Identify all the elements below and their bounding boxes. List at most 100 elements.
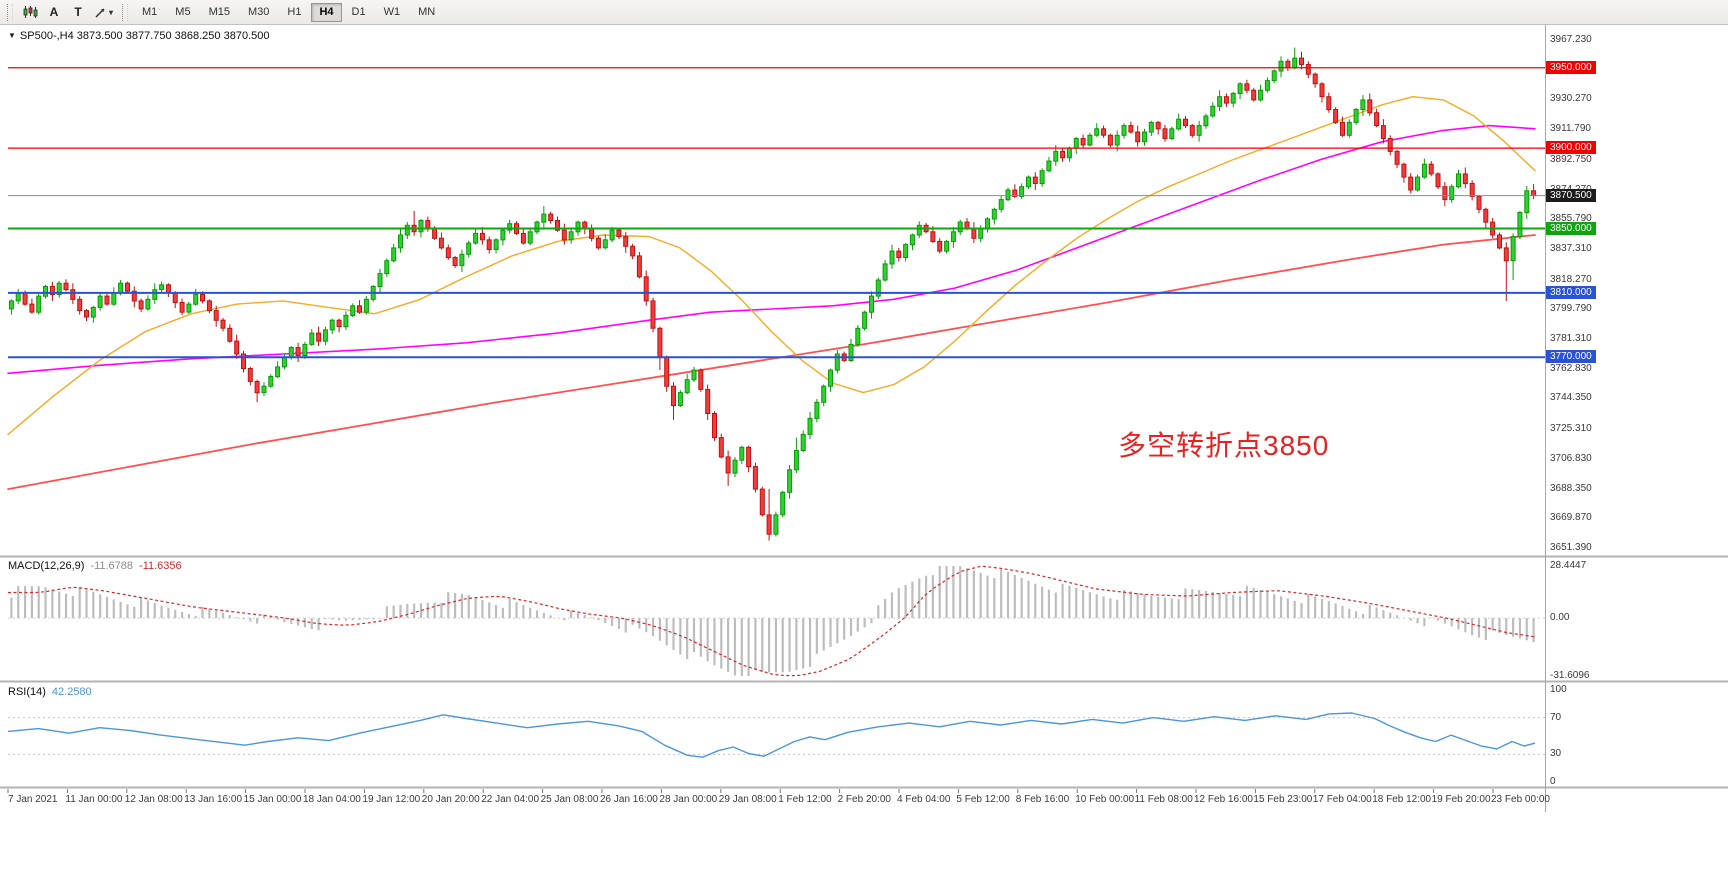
- toolbar-grip[interactable]: [122, 3, 129, 21]
- time-axis-label: 12 Feb 16:00: [1194, 794, 1253, 805]
- price-level-badge: 3850.000: [1546, 221, 1596, 235]
- candle: [650, 300, 656, 329]
- rsi-scale-label: 0: [1550, 776, 1556, 787]
- candle: [602, 239, 608, 249]
- symbol-collapse-icon[interactable]: ▼: [8, 31, 16, 40]
- candle: [43, 286, 48, 297]
- candle: [1026, 176, 1031, 188]
- candle: [398, 234, 403, 249]
- candle: [896, 250, 902, 259]
- candle: [268, 376, 274, 387]
- candle: [1421, 163, 1427, 178]
- candle: [698, 369, 704, 390]
- candle: [1189, 125, 1195, 136]
- candle: [507, 223, 513, 231]
- macd-scale-label: -31.6096: [1550, 670, 1590, 681]
- candle: [828, 369, 833, 387]
- candle: [1114, 134, 1120, 146]
- timeframe-M15[interactable]: M15: [201, 3, 238, 22]
- candle: [616, 229, 622, 238]
- candle: [438, 237, 444, 249]
- time-axis-label: 7 Jan 2021: [8, 794, 58, 805]
- ma-slow-red[interactable]: [7, 234, 1536, 491]
- price-levels-layer: [8, 67, 1545, 359]
- candle: [555, 220, 560, 231]
- time-axis-label: 18 Feb 12:00: [1372, 794, 1432, 805]
- chart-annotation[interactable]: 多空转折点3850: [1118, 430, 1330, 461]
- candle: [903, 244, 909, 259]
- time-axis-label: 10 Feb 00:00: [1075, 794, 1135, 805]
- chart-tools-group: A T ▾: [18, 2, 117, 22]
- candle: [118, 282, 124, 294]
- candle: [206, 300, 212, 312]
- candle: [63, 282, 69, 291]
- candle: [90, 306, 96, 318]
- toolbar-grip[interactable]: [7, 3, 13, 21]
- candle: [875, 279, 881, 297]
- candle: [131, 290, 137, 302]
- macd-indicator-label: MACD(12,26,9) -11.6788 -11.6356: [8, 560, 188, 572]
- candle: [322, 329, 328, 342]
- candle: [8, 300, 14, 310]
- timeframe-MN[interactable]: MN: [410, 3, 443, 22]
- candle: [1148, 121, 1154, 133]
- candle: [1394, 150, 1400, 165]
- candle: [589, 228, 595, 239]
- candle: [295, 347, 301, 357]
- candle: [1066, 147, 1072, 159]
- timeframe-W1[interactable]: W1: [376, 3, 409, 22]
- candle: [452, 257, 458, 266]
- macd-scale-label: 0.00: [1550, 612, 1570, 624]
- candle: [814, 401, 820, 419]
- text-cursor-tool-button[interactable]: T: [66, 2, 90, 22]
- timeframe-H4[interactable]: H4: [311, 2, 342, 22]
- time-axis-label: 11 Jan 00:00: [65, 794, 123, 805]
- candle: [418, 220, 424, 233]
- candle: [725, 456, 731, 474]
- price-axis-label: 3818.270: [1550, 273, 1592, 285]
- candle: [302, 343, 308, 357]
- candle: [534, 221, 540, 233]
- time-axis-label: 23 Feb 00:00: [1491, 794, 1550, 805]
- rsi-layer: [7, 712, 1545, 758]
- timeframe-M30[interactable]: M30: [240, 3, 277, 22]
- candle: [1230, 92, 1236, 104]
- text-label-tool-button[interactable]: A: [42, 2, 66, 22]
- candle: [1210, 105, 1216, 117]
- candle: [595, 237, 601, 249]
- candle: [281, 356, 287, 368]
- candle: [1087, 134, 1093, 146]
- price-axis-label: 3892.750: [1550, 153, 1592, 165]
- price-axis-label: 3744.350: [1550, 392, 1592, 404]
- candle: [193, 294, 199, 305]
- candle: [1517, 212, 1523, 238]
- candle: [766, 514, 772, 535]
- timeframe-D1[interactable]: D1: [344, 3, 374, 22]
- candle: [1223, 96, 1229, 104]
- candle: [152, 289, 158, 300]
- candle: [493, 239, 499, 251]
- candle: [1142, 131, 1147, 143]
- candle: [1319, 83, 1325, 98]
- draw-arrow-dropdown[interactable]: ▾: [90, 2, 117, 22]
- candle: [1203, 115, 1209, 127]
- candle: [1292, 57, 1298, 69]
- candle: [1435, 173, 1441, 188]
- timeframe-M1[interactable]: M1: [134, 3, 165, 22]
- candle: [1271, 70, 1277, 82]
- candle: [1374, 112, 1380, 127]
- time-axis-label: 2 Feb 20:00: [837, 794, 891, 805]
- timeframe-H1[interactable]: H1: [279, 3, 309, 22]
- charts-bar-icon[interactable]: [18, 2, 42, 22]
- rsi-name: RSI(14): [8, 686, 46, 698]
- time-axis-label: 29 Jan 08:00: [718, 794, 777, 805]
- ma-fast-orange[interactable]: [7, 95, 1536, 436]
- price-axis-label: 3651.390: [1550, 542, 1592, 553]
- price-axis-label: 3911.790: [1550, 123, 1591, 135]
- ma-mid-magenta[interactable]: [7, 124, 1536, 375]
- timeframe-M5[interactable]: M5: [167, 3, 198, 22]
- candle: [391, 247, 397, 262]
- price-level-badge: 3770.000: [1546, 350, 1596, 364]
- candle: [363, 298, 369, 313]
